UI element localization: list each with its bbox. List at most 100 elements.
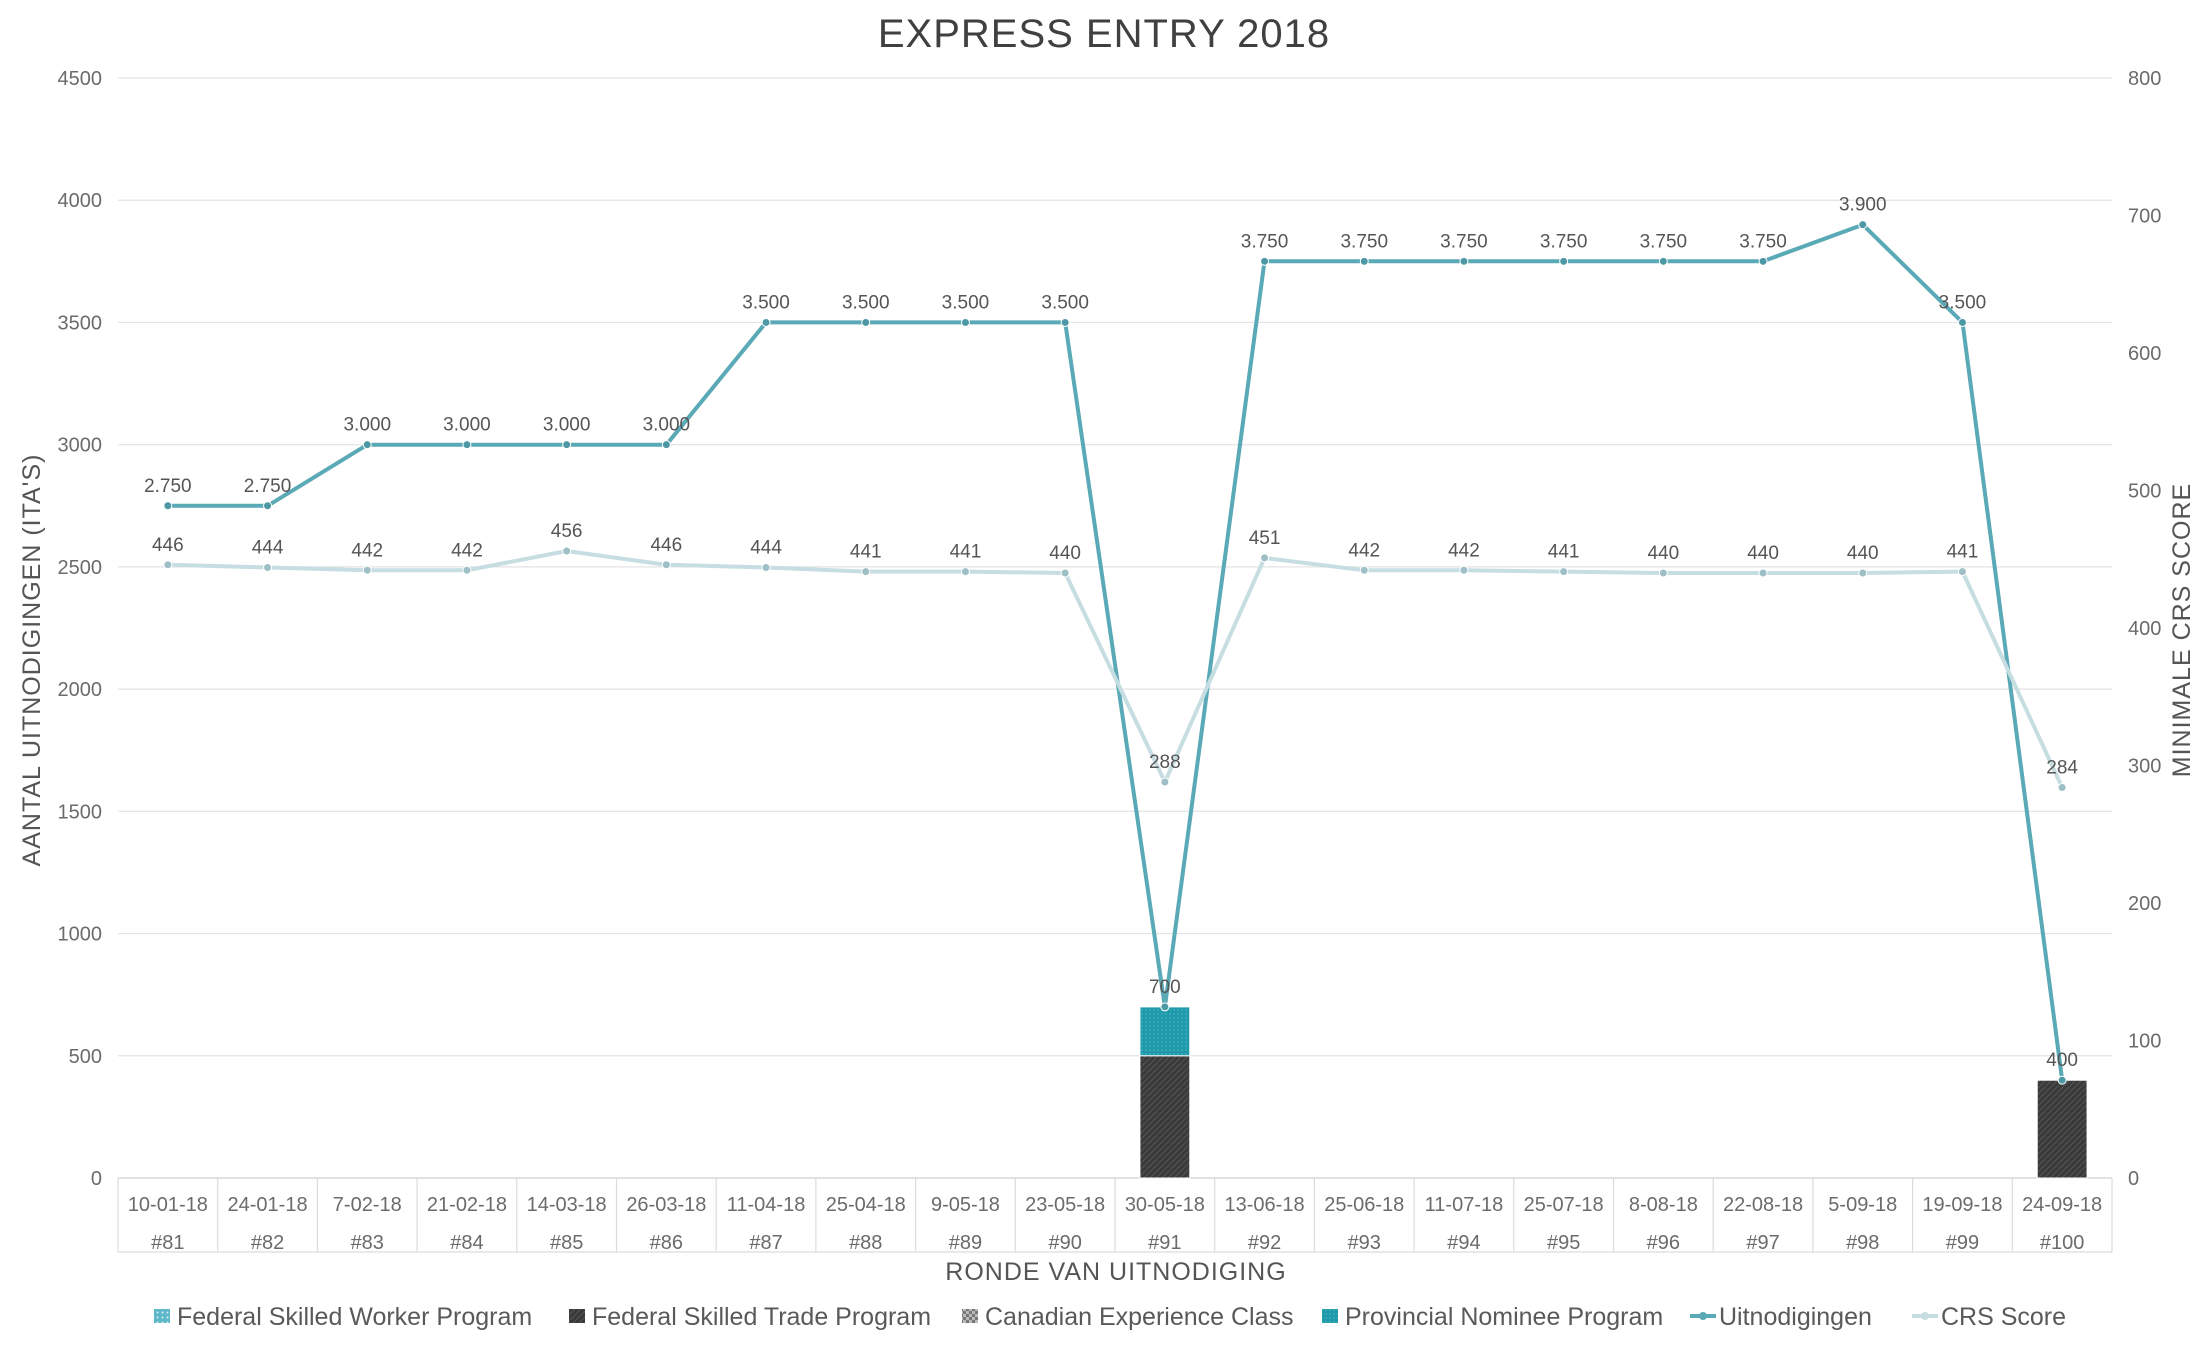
legend-swatch: [154, 1309, 170, 1323]
category-axis-table: 10-01-18 #81 24-01-18 #82 7-02-18 #83 21-02-18…: [117, 1178, 2113, 1254]
date-tick-label: 21-02-18: [427, 1194, 507, 1216]
date-tick-label: 19-09-18: [1922, 1194, 2002, 1216]
data-label: 3.750: [1241, 231, 1289, 252]
date-tick-label: 25-06-18: [1324, 1194, 1404, 1216]
data-label: 446: [650, 535, 682, 556]
round-tick-label: #89: [949, 1232, 982, 1254]
series-point: [462, 565, 472, 575]
data-label: 451: [1249, 528, 1281, 549]
series-point: [1559, 567, 1569, 577]
left-tick-label: 500: [69, 1046, 102, 1068]
data-label: 3.500: [942, 292, 990, 313]
lines: [163, 220, 2067, 1085]
data-label: 3.750: [1640, 231, 1688, 252]
data-label: 441: [1947, 542, 1979, 563]
data-label: 3.000: [543, 415, 591, 436]
data-label: 446: [152, 535, 184, 556]
data-label: 441: [950, 542, 982, 563]
round-tick-label: #97: [1746, 1232, 1779, 1254]
left-tick-label: 1000: [58, 924, 103, 946]
date-tick-label: 11-04-18: [727, 1194, 806, 1216]
round-tick-label: #93: [1348, 1232, 1381, 1254]
series-point: [661, 440, 671, 450]
data-label: 3.500: [1939, 292, 1987, 313]
date-tick-label: 23-05-18: [1025, 1194, 1105, 1216]
data-label: 440: [1747, 543, 1779, 564]
data-label: 2.750: [244, 476, 292, 497]
right-tick-label: 300: [2128, 756, 2161, 778]
series-point: [2057, 1075, 2067, 1085]
series-point: [362, 440, 372, 450]
x-axis-title: RONDE VAN UITNODIGING: [945, 1258, 1286, 1286]
data-label: 440: [1847, 543, 1879, 564]
data-labels: 2.750 2.750 3.000 3.000 3.000 3.000 3.500 3.500…: [144, 195, 2078, 1072]
series-point: [1658, 568, 1668, 578]
series-point: [1758, 568, 1768, 578]
round-tick-label: #86: [650, 1232, 683, 1254]
series-point: [861, 567, 871, 577]
round-tick-label: #94: [1447, 1232, 1480, 1254]
data-label: 3.500: [1041, 292, 1089, 313]
right-y-axis-title: MINIMALE CRS SCORE: [2168, 483, 2196, 777]
data-label: 441: [850, 542, 882, 563]
left-tick-label: 3000: [58, 435, 103, 457]
series-point: [263, 563, 273, 572]
series-point: [1858, 220, 1868, 230]
series-point: [861, 317, 871, 327]
legend-label: Uitnodigingen: [1719, 1303, 1872, 1331]
legend-label: Provincial Nominee Program: [1345, 1303, 1663, 1331]
date-tick-label: 5-09-18: [1828, 1194, 1897, 1216]
series-point: [2057, 783, 2067, 792]
series-point: [661, 560, 671, 570]
series-point: [1658, 256, 1668, 266]
series-point: [1160, 777, 1170, 787]
data-label: 441: [1548, 542, 1580, 563]
date-tick-label: 22-08-18: [1723, 1194, 1803, 1216]
series-point: [1160, 1002, 1170, 1012]
data-label: 444: [750, 538, 782, 559]
bar-segment: [1139, 1055, 1191, 1179]
data-label: 3.500: [842, 292, 890, 313]
series-point: [1060, 317, 1070, 327]
round-tick-label: #92: [1248, 1232, 1281, 1254]
round-tick-label: #81: [151, 1232, 184, 1254]
round-tick-label: #85: [550, 1232, 583, 1254]
data-label: 3.000: [643, 415, 691, 436]
data-label: 442: [1348, 540, 1380, 561]
date-tick-label: 26-03-18: [626, 1194, 706, 1216]
left-tick-label: 0: [91, 1168, 102, 1190]
legend-label: Federal Skilled Worker Program: [177, 1303, 532, 1331]
left-y-axis: 0 500 1000 1500 2000 2500 3000 3500 4000 4500: [58, 68, 103, 1190]
date-tick-label: 7-02-18: [333, 1194, 402, 1216]
right-tick-label: 100: [2128, 1031, 2161, 1053]
round-tick-label: #99: [1946, 1232, 1979, 1254]
data-label: 288: [1149, 752, 1181, 773]
data-label: 444: [252, 538, 284, 559]
chart-title: EXPRESS ENTRY 2018: [878, 12, 1330, 56]
round-tick-label: #87: [749, 1232, 782, 1254]
date-tick-label: 24-09-18: [2022, 1194, 2102, 1216]
series-point: [1957, 317, 1967, 327]
series-point: [562, 546, 572, 556]
series-point: [163, 501, 173, 511]
data-label: 440: [1049, 543, 1081, 564]
series-point: [1260, 553, 1270, 563]
series-point: [1758, 256, 1768, 266]
series-point: [960, 567, 970, 577]
series-point: [1260, 256, 1270, 266]
series-point: [761, 563, 771, 572]
data-label: 3.000: [443, 415, 491, 436]
round-tick-label: #95: [1547, 1232, 1580, 1254]
series-point: [562, 440, 572, 450]
series-point: [1459, 565, 1469, 575]
date-tick-label: 13-06-18: [1225, 1194, 1305, 1216]
series-point: [1060, 568, 1070, 578]
left-tick-label: 2500: [58, 557, 103, 579]
series-point: [1359, 256, 1369, 266]
right-tick-label: 600: [2128, 343, 2161, 365]
date-tick-label: 24-01-18: [228, 1194, 308, 1216]
round-tick-label: #84: [450, 1232, 483, 1254]
round-tick-label: #98: [1846, 1232, 1879, 1254]
legend-label: Canadian Experience Class: [985, 1303, 1294, 1331]
